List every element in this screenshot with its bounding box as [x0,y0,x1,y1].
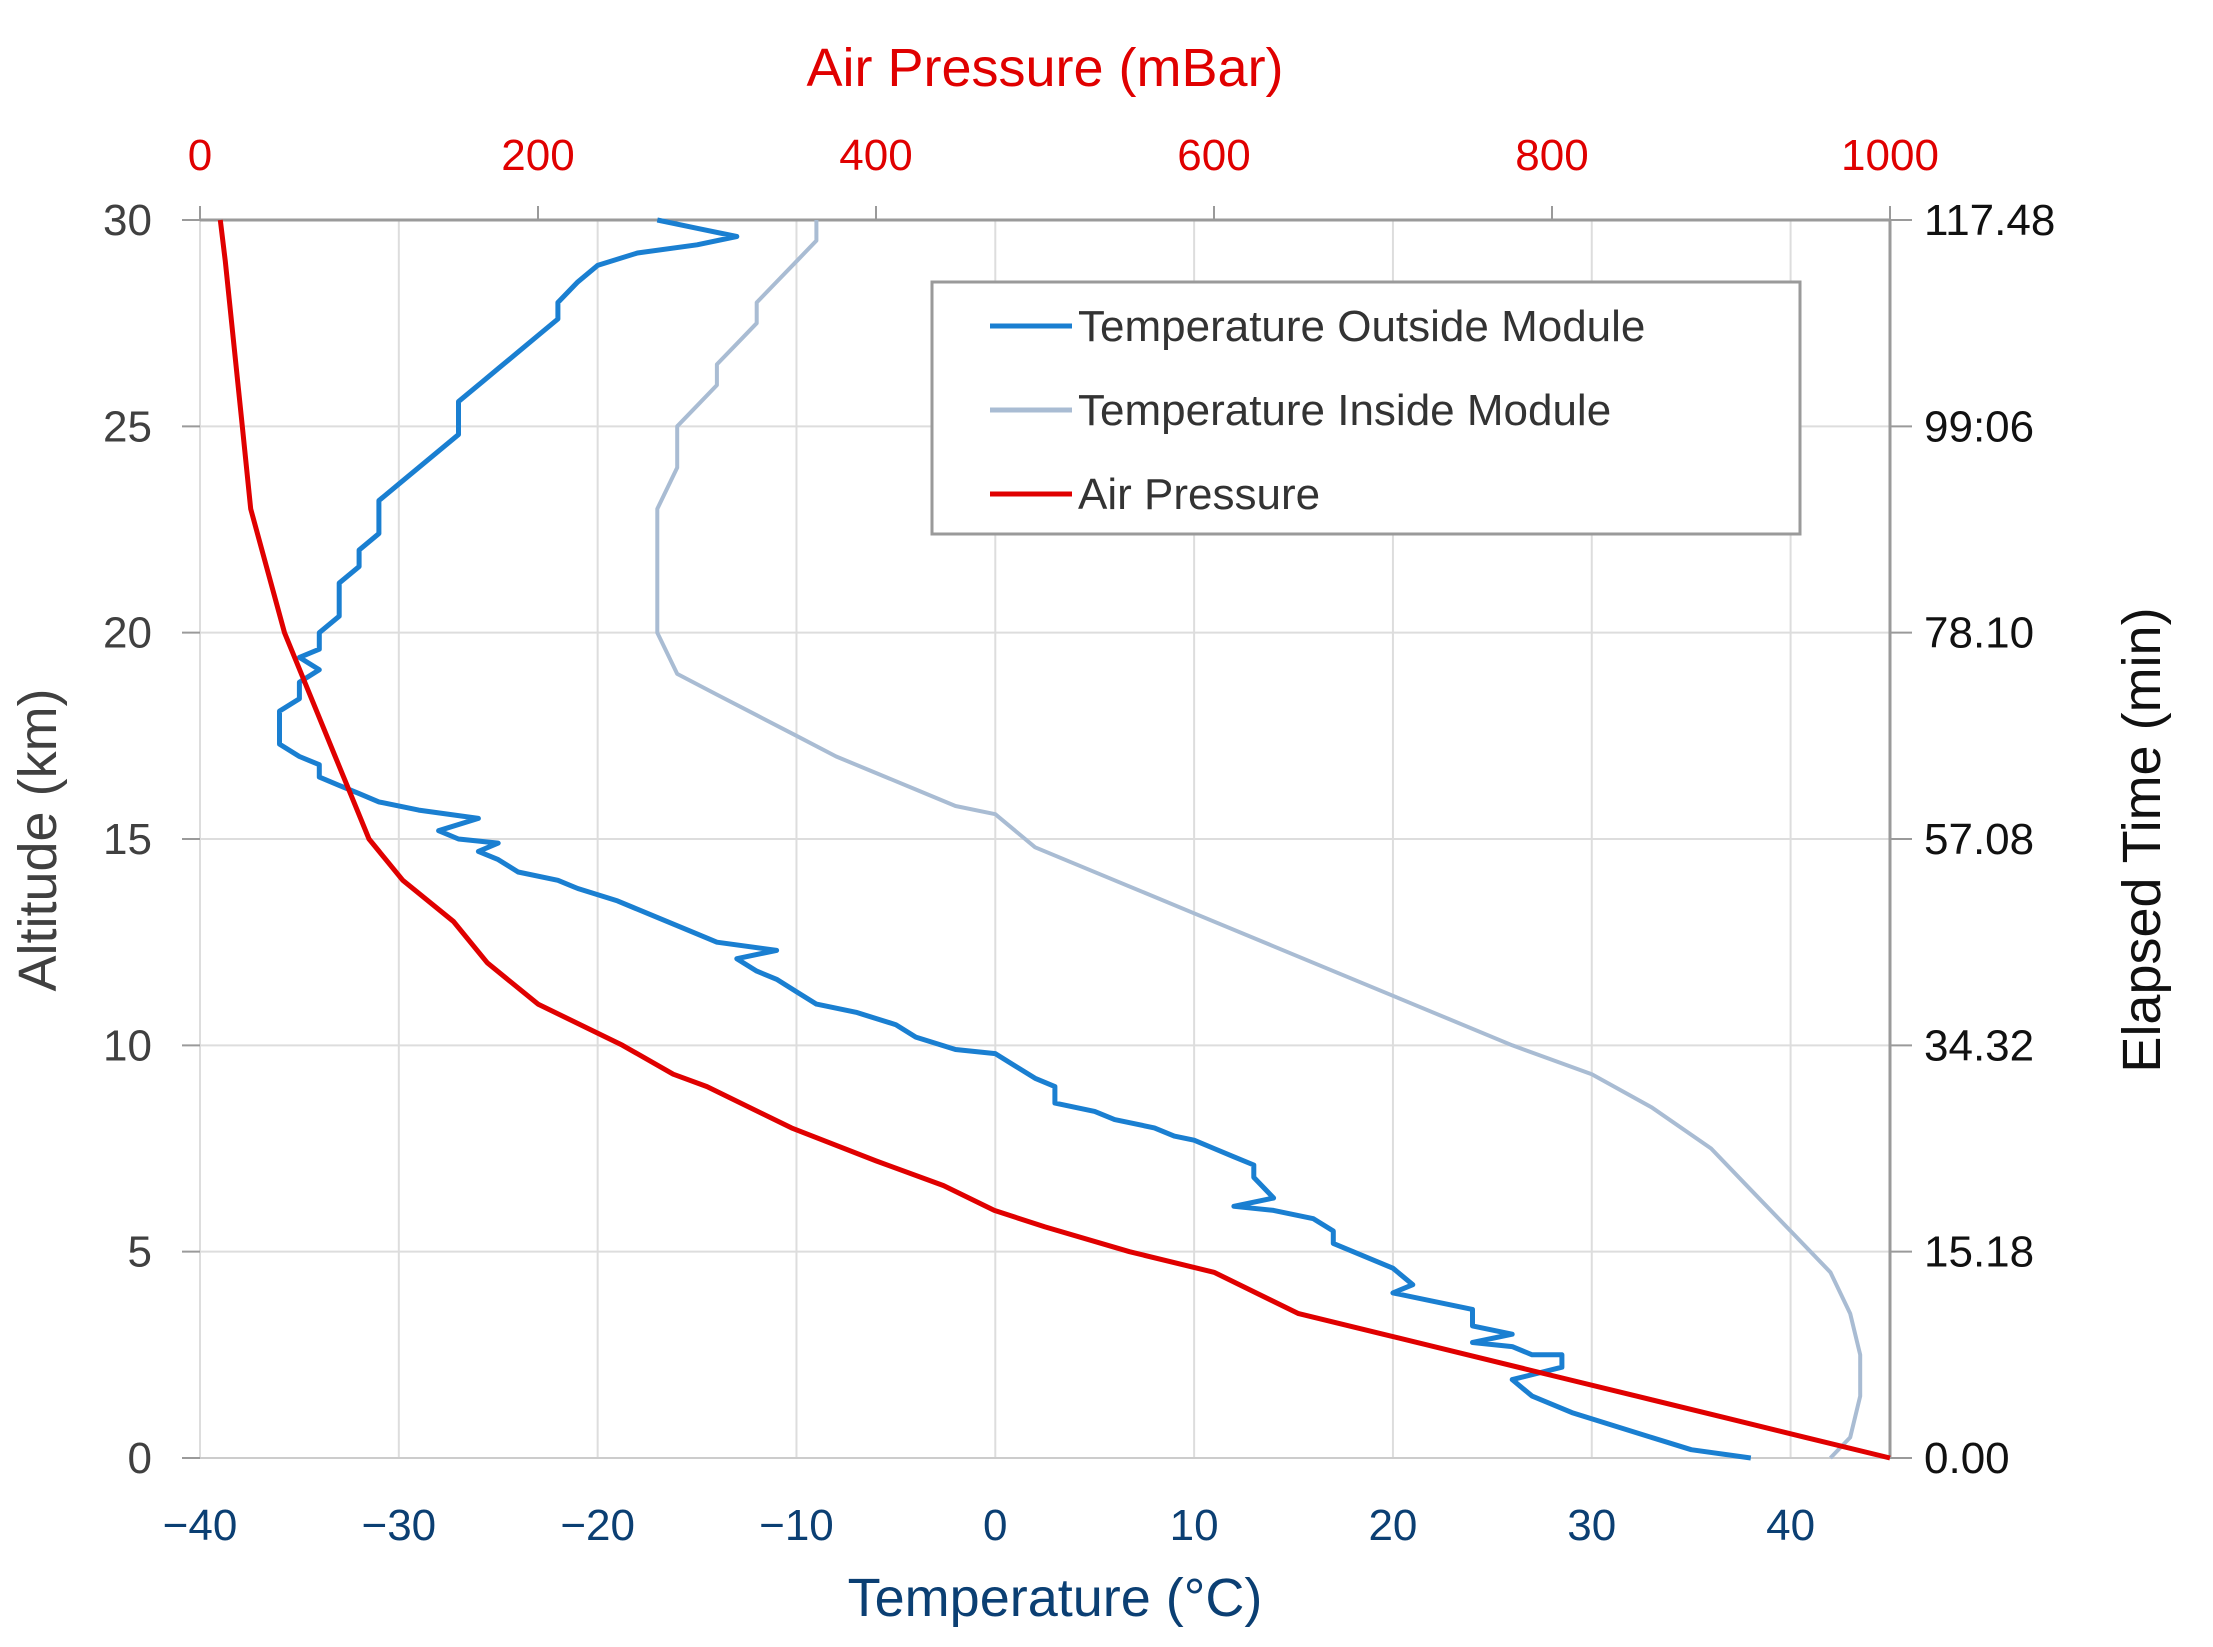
ticks-layer: 0 5 10 15 20 25 30 0.00 15.18 34.32 57.08 78.10 99:0… [103,131,2055,1550]
left-axis-title: Altitude (km) [8,688,68,991]
series-temp-outside [277,217,1752,1461]
x-bottom-tick-label: −20 [560,1501,635,1550]
y-right-tick-label: 99:06 [1924,402,2034,451]
legend-box [930,280,1802,536]
x-top-tick-label: 400 [839,131,912,180]
legend-label-pressure: Air Pressure [1078,470,1320,519]
x-top-tick-label: 800 [1515,131,1588,180]
y-left-tick-label: 15 [103,815,152,864]
x-top-tick-label: 200 [501,131,574,180]
bottom-axis-title: Temperature (°C) [848,1568,1263,1628]
x-bottom-tick-label: 0 [983,1501,1007,1550]
y-left-tick-label: 10 [103,1021,152,1070]
x-bottom-tick-label: 30 [1567,1501,1616,1550]
series-layer [217,217,1891,1461]
y-left-tick-label: 20 [103,609,152,658]
x-bottom-tick-label: 10 [1170,1501,1219,1550]
top-axis-title: Air Pressure (mBar) [806,38,1283,98]
x-bottom-tick-label: −40 [163,1501,238,1550]
y-left-tick-label: 0 [128,1434,152,1483]
legend-label-inside: Temperature Inside Module [1078,386,1611,435]
x-top-tick-label: 600 [1177,131,1250,180]
x-top-tick-label: 0 [188,131,212,180]
series-air-pressure [217,219,1891,1461]
series-temp-inside [655,220,1863,1460]
x-top-tick-label: 1000 [1841,131,1939,180]
y-right-tick-label: 15.18 [1924,1228,2034,1277]
y-right-tick-label: 117.48 [1924,196,2055,245]
y-right-tick-label: 57.08 [1924,815,2034,864]
x-bottom-tick-label: −10 [759,1501,834,1550]
legend-label-outside: Temperature Outside Module [1078,302,1645,351]
y-right-tick-label: 78.10 [1924,609,2034,658]
x-bottom-tick-label: 40 [1766,1501,1815,1550]
x-bottom-tick-label: −30 [362,1501,437,1550]
y-right-tick-label: 34.32 [1924,1021,2034,1070]
y-left-tick-label: 30 [103,196,152,245]
y-right-tick-label: 0.00 [1924,1434,2010,1483]
legend: Temperature Outside Module Temperature I… [930,280,1802,536]
y-left-tick-label: 25 [103,402,152,451]
x-bottom-tick-label: 20 [1368,1501,1417,1550]
right-axis-title: Elapsed Time (min) [2112,607,2172,1072]
y-left-tick-label: 5 [128,1228,152,1277]
